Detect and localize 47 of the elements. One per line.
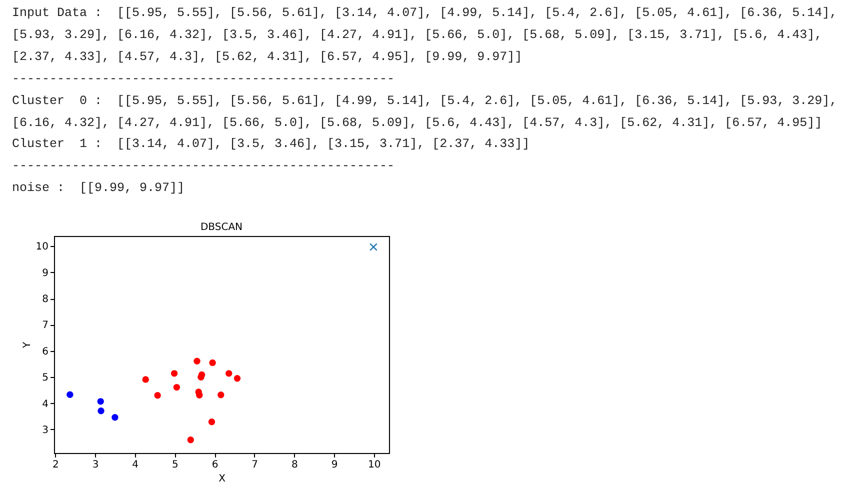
text: Input Data : [[5.95, 5.55], [5.56, 5.61], [3.14, 4.07], [4.99, 5.14], [5.4, 2.6], [5.05, 4.61], [6.36, 5.14], — [12, 5, 838, 22]
y-tick-label: 3 — [42, 424, 48, 436]
text: [2.37, 4.33], [4.57, 4.3], [5.62, 4.31], [6.57, 4.95], [9.99, 9.97]] — [12, 48, 524, 66]
point — [170, 370, 178, 377]
point — [218, 392, 224, 398]
text: [6.16, 4.32], [4.27, 4.91], [5.66, 5.0], [5.68, 5.09], [5.6, 4.43], [4.57, 4.3], [5.62, 4.31], [6.57, 4.95]] — [12, 114, 824, 132]
point — [98, 408, 104, 414]
x-tick-label: 2 — [52, 460, 59, 470]
point — [370, 243, 378, 251]
y-tick-label: 6 — [42, 346, 48, 358]
x-tick-label: 5 — [172, 460, 178, 470]
text: --------------------------------------------------- — [12, 158, 396, 176]
point — [187, 436, 194, 444]
x-tick-label: 8 — [292, 460, 298, 470]
point — [209, 359, 216, 366]
y-axis-title: Y — [22, 341, 33, 350]
chart-title: DBSCAN — [200, 222, 243, 233]
x-tick-label: 4 — [132, 460, 139, 470]
point — [226, 370, 232, 377]
point — [234, 375, 241, 382]
text: Cluster 1 : [[3.14, 4.07], [3.5, 3.46], [3.15, 3.71], [2.37, 4.33]] — [12, 136, 531, 154]
text: --------------------------------------------------- — [12, 70, 396, 88]
y-tick-label: 9 — [42, 268, 48, 279]
text: noise : [[9.99, 9.97]] — [12, 180, 186, 198]
x-tick-label: 10 — [368, 460, 381, 470]
point — [154, 392, 161, 399]
point — [208, 418, 216, 426]
y-tick-label: 4 — [42, 398, 48, 410]
text: Cluster 0 : [[5.95, 5.55], [5.56, 5.61], [4.99, 5.14], [5.4, 2.6], [5.05, 4.61], [6.36, 5.14], [5.93, 3.29], — [12, 92, 838, 110]
point — [194, 358, 200, 364]
point — [66, 391, 74, 398]
point — [97, 398, 104, 405]
point — [112, 414, 118, 421]
x-tick-label: 3 — [92, 460, 99, 470]
y-tick-label: 10 — [36, 242, 48, 253]
y-tick-label: 8 — [42, 294, 48, 306]
point — [196, 392, 203, 398]
x-axis-title: X — [218, 474, 226, 484]
point — [198, 371, 206, 378]
text: [5.93, 3.29], [6.16, 4.32], [3.5, 3.46], [4.27, 4.91], [5.66, 5.0], [5.68, 5.09], [3.15, 3.71], [5.6, 4.43], — [12, 26, 824, 44]
y-tick-label: 5 — [42, 372, 48, 384]
x-tick-label: 9 — [331, 460, 338, 470]
point — [142, 376, 149, 383]
x-tick-label: 7 — [252, 460, 258, 470]
x-tick-label: 6 — [212, 460, 218, 470]
point — [173, 384, 180, 391]
y-tick-label: 7 — [42, 320, 48, 332]
